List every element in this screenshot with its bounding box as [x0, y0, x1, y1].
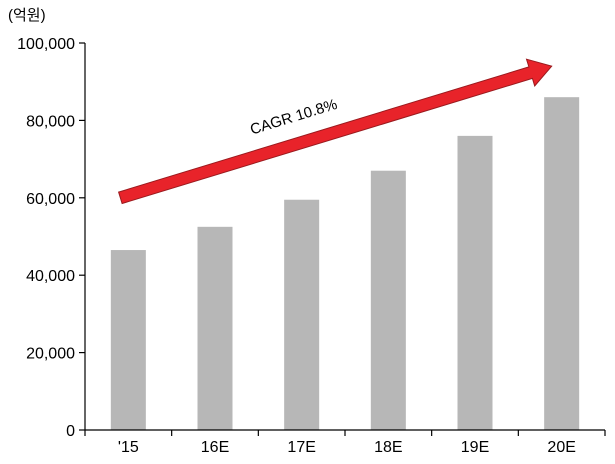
- bar-3: [370, 170, 406, 430]
- x-tick-label: 18E: [374, 439, 402, 456]
- y-ticks-group: 0 20,000 40,000 60,000 80,000 100,000: [17, 36, 85, 440]
- x-tick-label: 16E: [201, 439, 229, 456]
- bar-4: [457, 135, 493, 430]
- bar-0: [110, 250, 146, 430]
- x-tick-label: 19E: [461, 439, 489, 456]
- y-tick-label: 0: [66, 423, 75, 440]
- y-tick-label: 40,000: [26, 268, 75, 285]
- y-tick-label: 60,000: [26, 191, 75, 208]
- bar-2: [284, 199, 320, 430]
- unit-label: (억원): [8, 7, 46, 24]
- bar-5: [544, 97, 580, 431]
- x-tick-label: '15: [118, 439, 139, 456]
- y-tick-label: 80,000: [26, 113, 75, 130]
- y-tick-label: 100,000: [17, 36, 75, 53]
- axes-group: [84, 43, 605, 431]
- cagr-arrow: [117, 58, 553, 205]
- x-tick-label: 20E: [547, 439, 575, 456]
- y-tick-label: 20,000: [26, 346, 75, 363]
- x-ticks-group: '15 16E 17E 18E 19E 20E: [84, 430, 606, 456]
- bar-1: [197, 226, 233, 430]
- bars-group: [110, 97, 580, 431]
- x-tick-label: 17E: [287, 439, 315, 456]
